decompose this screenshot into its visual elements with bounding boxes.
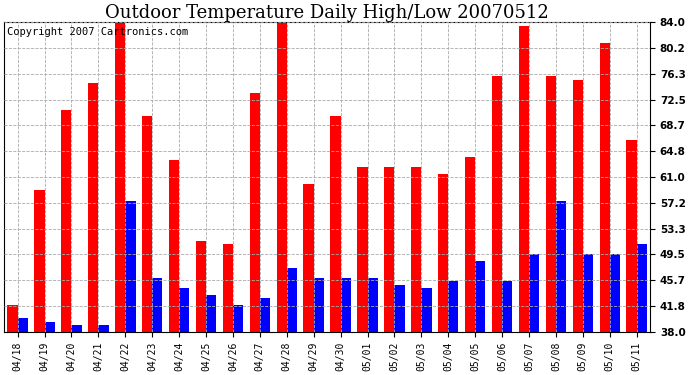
Bar xyxy=(627,140,637,332)
Bar xyxy=(233,305,243,332)
Bar xyxy=(223,244,233,332)
Bar xyxy=(314,278,324,332)
Bar xyxy=(126,201,135,332)
Bar xyxy=(34,190,45,332)
Bar xyxy=(206,295,216,332)
Bar xyxy=(99,325,108,332)
Bar xyxy=(18,318,28,332)
Bar xyxy=(395,285,404,332)
Bar xyxy=(179,288,189,332)
Bar xyxy=(250,93,260,332)
Bar xyxy=(384,167,395,332)
Bar xyxy=(411,167,422,332)
Bar xyxy=(152,278,162,332)
Bar xyxy=(573,80,583,332)
Bar xyxy=(8,305,18,332)
Bar xyxy=(45,322,55,332)
Bar xyxy=(556,201,566,332)
Bar xyxy=(331,117,341,332)
Bar xyxy=(72,325,81,332)
Bar xyxy=(169,160,179,332)
Bar xyxy=(341,278,351,332)
Bar xyxy=(357,167,368,332)
Bar xyxy=(422,288,431,332)
Bar xyxy=(196,241,206,332)
Bar xyxy=(304,184,314,332)
Bar xyxy=(475,261,485,332)
Bar xyxy=(287,268,297,332)
Bar xyxy=(492,76,502,332)
Bar xyxy=(260,298,270,332)
Bar xyxy=(368,278,377,332)
Bar xyxy=(115,22,126,332)
Bar xyxy=(546,76,556,332)
Bar xyxy=(583,254,593,332)
Bar xyxy=(637,244,647,332)
Bar xyxy=(61,110,72,332)
Bar xyxy=(610,254,620,332)
Bar xyxy=(448,281,458,332)
Bar xyxy=(438,174,449,332)
Bar xyxy=(502,281,512,332)
Title: Outdoor Temperature Daily High/Low 20070512: Outdoor Temperature Daily High/Low 20070… xyxy=(106,4,549,22)
Bar xyxy=(88,83,99,332)
Bar xyxy=(142,117,152,332)
Bar xyxy=(519,26,529,332)
Bar xyxy=(465,157,475,332)
Bar xyxy=(600,42,610,332)
Bar xyxy=(529,254,539,332)
Bar xyxy=(277,19,287,332)
Text: Copyright 2007 Cartronics.com: Copyright 2007 Cartronics.com xyxy=(8,27,188,37)
